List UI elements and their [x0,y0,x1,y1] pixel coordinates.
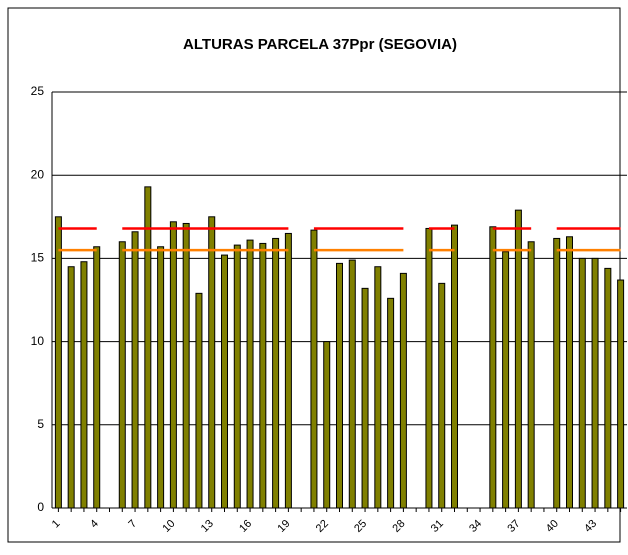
bar [617,279,625,509]
bar [566,236,573,509]
bar [246,239,254,509]
y-tick-label: 0 [37,500,44,514]
bar [374,266,382,509]
bar [233,244,241,509]
bar [208,216,216,509]
y-tick-label: 10 [31,334,45,348]
bar [118,241,126,509]
bar [348,259,356,509]
y-tick-label: 15 [31,251,45,265]
bar [591,257,599,509]
chart-title: ALTURAS PARCELA 37Ppr (SEGOVIA) [183,36,457,53]
bar [144,186,152,509]
bar [284,232,292,509]
bar [272,237,280,509]
bar [502,251,510,509]
bar [259,242,267,509]
bar [578,257,586,509]
y-tick-label: 5 [37,417,44,431]
bar [80,261,88,509]
bar [553,237,561,509]
bar [361,287,369,509]
bar [438,282,446,509]
bar [182,222,190,509]
bar [399,272,407,509]
bar [425,227,433,509]
bar [310,229,318,509]
bar [451,224,458,509]
y-tick-label: 20 [31,167,45,181]
bar [604,267,612,509]
bar [221,254,228,509]
y-tick-label: 25 [31,84,45,98]
bar [527,241,535,509]
bar [157,246,165,509]
bar [131,231,139,509]
bar [489,226,497,509]
bar [169,221,177,509]
bar [514,209,522,509]
bar [195,292,203,509]
bar [323,341,331,509]
bar [54,216,62,509]
bar [93,246,101,509]
bar [336,262,343,509]
bar [67,266,75,509]
bar [387,297,395,509]
